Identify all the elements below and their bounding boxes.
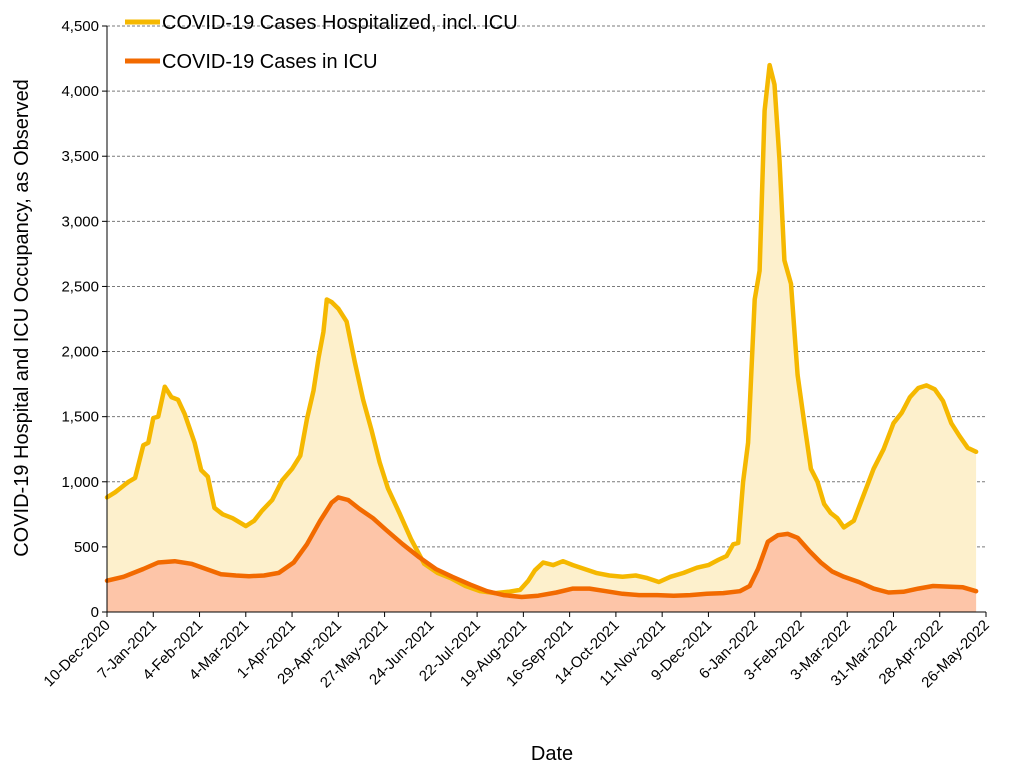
series-line-0	[104, 62, 979, 596]
y-tick-label-2: 1,000	[61, 474, 99, 491]
series-area-1	[107, 497, 977, 612]
y-tick-label-8: 4,000	[61, 83, 99, 100]
y-tick-label-3: 1,500	[61, 409, 99, 426]
legend: COVID-19 Cases Hospitalized, incl. ICU C…	[125, 12, 518, 73]
gridlines	[107, 25, 986, 548]
y-tick-label-6: 3,000	[61, 213, 99, 230]
y-tick-label-0: 0	[91, 604, 99, 621]
x-tick-labels: 10-Dec-20207-Jan-20214-Feb-20214-Mar-202…	[40, 617, 992, 692]
series-areas	[107, 65, 977, 613]
legend-label-icu: COVID-19 Cases in ICU	[162, 51, 378, 73]
y-tick-label-7: 3,500	[61, 148, 99, 165]
y-tick-label-9: 4,500	[61, 18, 99, 35]
y-tick-label-1: 500	[74, 539, 99, 556]
series-area-0	[107, 65, 977, 613]
axes	[102, 25, 987, 617]
x-axis-title: Date	[531, 743, 573, 765]
series-line-1	[104, 495, 979, 600]
legend-label-hospitalized: COVID-19 Cases Hospitalized, incl. ICU	[162, 12, 518, 34]
y-axis-title: COVID-19 Hospital and ICU Occupancy, as …	[11, 79, 33, 557]
y-tick-label-5: 2,500	[61, 278, 99, 295]
series-lines	[104, 62, 979, 600]
y-tick-labels: 0 500 1,000 1,500 2,000 2,500 3,000 3,500 4,000 4…	[61, 18, 99, 621]
y-tick-label-4: 2,000	[61, 344, 99, 361]
